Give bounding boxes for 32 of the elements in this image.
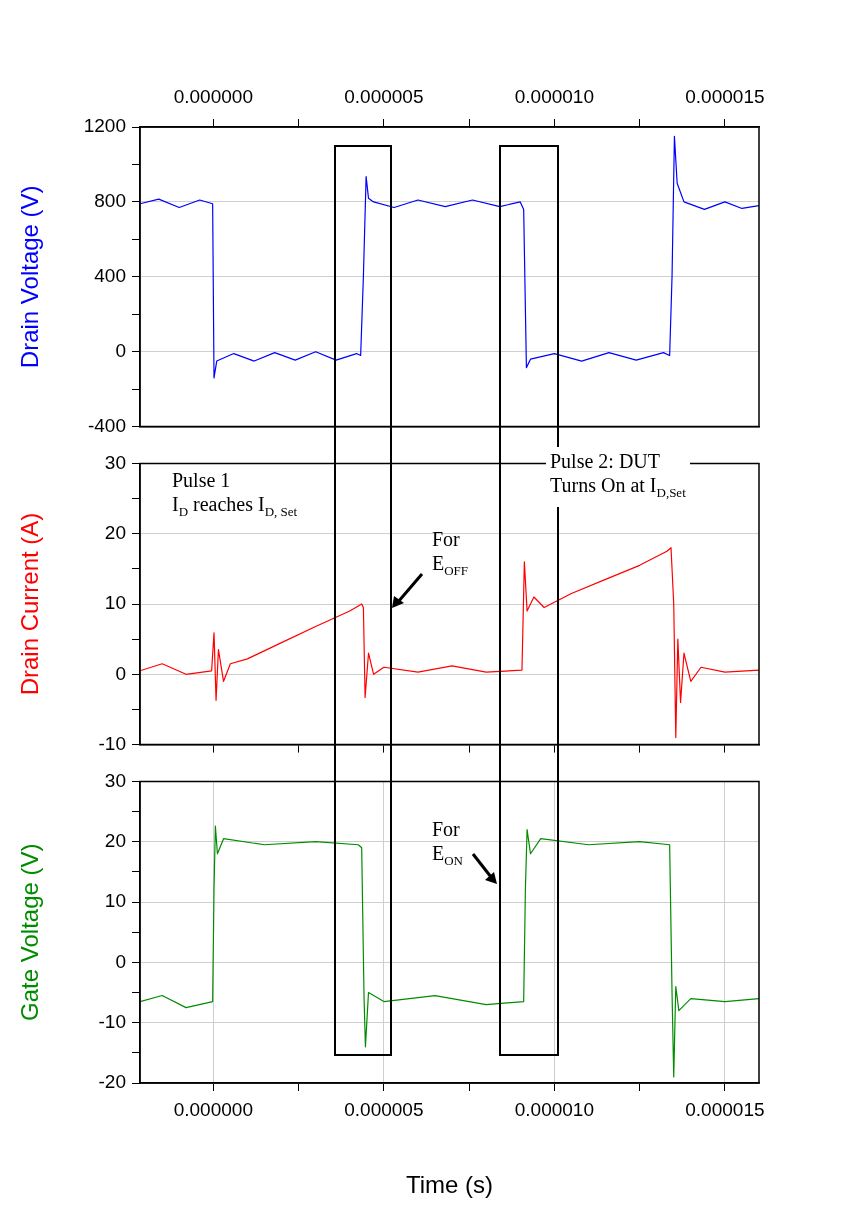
y-tick-label: -10 <box>98 1010 126 1032</box>
y-tick-label: -400 <box>87 414 126 436</box>
annotation: Pulse 2: DUT Turns On at I$_{D,Set}$ <box>546 447 690 507</box>
y-tick-label: 20 <box>104 521 126 543</box>
x-tick-label: 0.000015 <box>685 1098 765 1120</box>
x2-tick-label: 0.000005 <box>344 85 424 107</box>
y-tick-label: -10 <box>98 732 126 754</box>
x2-tick-label: 0.000010 <box>514 85 594 107</box>
y-tick-label: 1200 <box>83 115 126 137</box>
y-tick-label: 0 <box>115 662 126 684</box>
y-tick-label: 20 <box>104 829 126 851</box>
y-tick-label: 30 <box>104 769 126 791</box>
annotation: For E$_{OFF}$ <box>432 527 469 580</box>
x-axis-title: Time (s) <box>405 1171 494 1199</box>
y-axis-title: Drain Voltage (V) <box>16 185 44 369</box>
x-tick-label: 0.000000 <box>173 1098 253 1120</box>
annotation: For E$_{ON}$ <box>432 817 463 870</box>
y-tick-label: 800 <box>94 190 126 212</box>
y-tick-label: 10 <box>104 890 126 912</box>
x2-tick-label: 0.000000 <box>173 85 253 107</box>
y-tick-label: 0 <box>115 339 126 361</box>
y-axis-title: Drain Current (A) <box>16 512 44 696</box>
y-tick-label: 30 <box>104 451 126 473</box>
y-axis-title: Gate Voltage (V) <box>16 843 44 1021</box>
y-tick-label: -20 <box>98 1071 126 1093</box>
x2-tick-label: 0.000015 <box>685 85 765 107</box>
y-tick-label: 400 <box>94 265 126 287</box>
x-tick-label: 0.000010 <box>514 1098 594 1120</box>
y-tick-label: 0 <box>115 950 126 972</box>
x-tick-label: 0.000005 <box>344 1098 424 1120</box>
annotation: Pulse 1 I$_{D}$ reaches I$_{D, Set}$ <box>172 468 298 521</box>
y-tick-label: 10 <box>104 592 126 614</box>
